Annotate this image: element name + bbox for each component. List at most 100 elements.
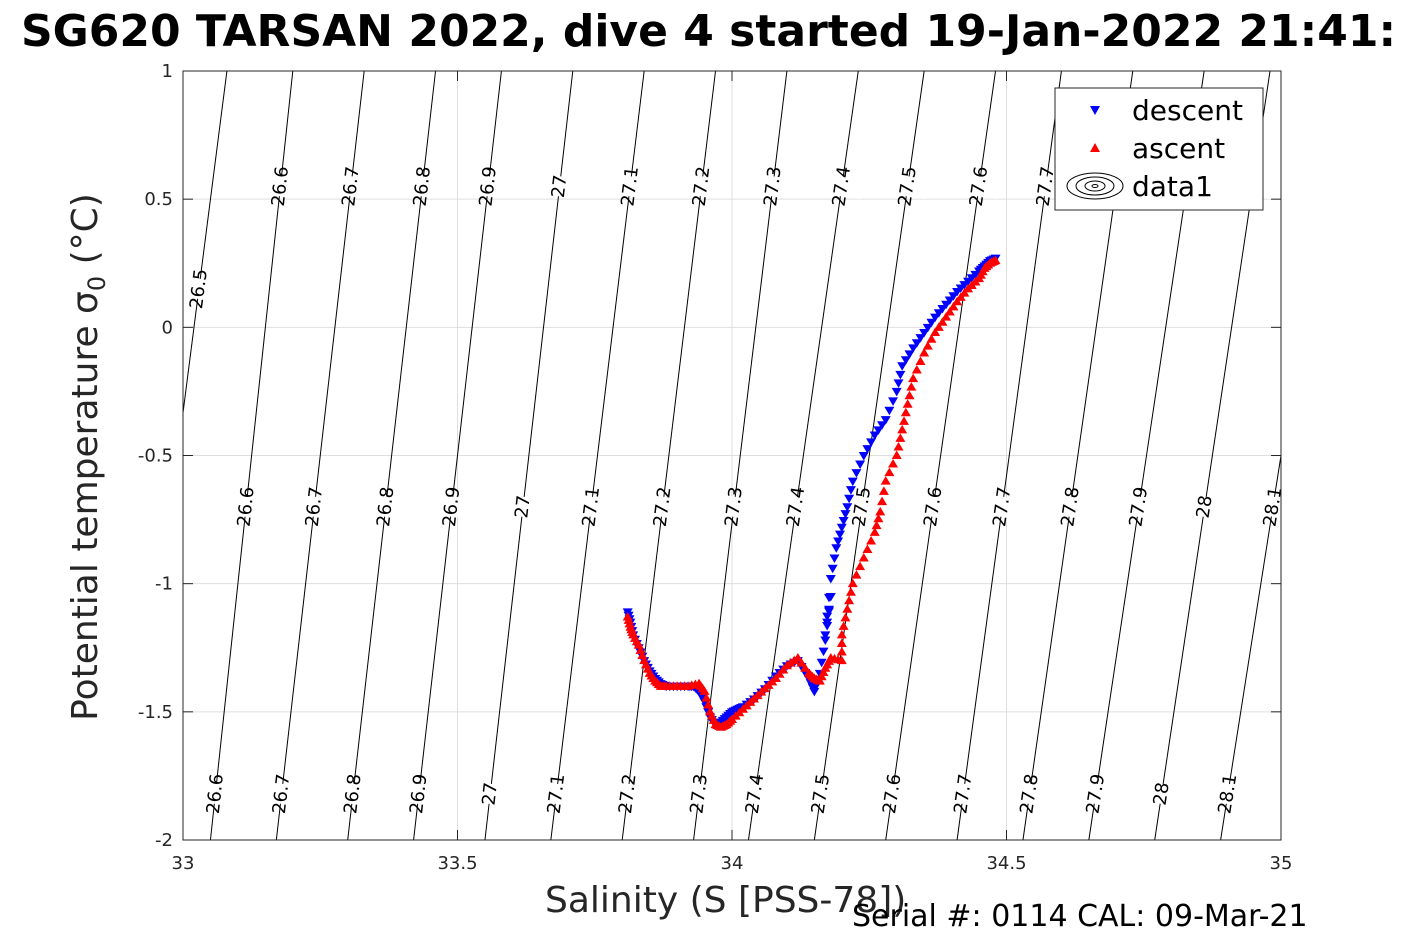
descent-point (822, 612, 833, 622)
ascent-point (701, 693, 712, 702)
legend-label: ascent (1132, 132, 1225, 165)
descent-point (919, 328, 930, 338)
contour-label-bg (183, 276, 221, 302)
descent-point (842, 503, 853, 512)
contour-label: 26.8 (373, 486, 398, 528)
y-axis-label-prefix: Potential temperature (64, 313, 106, 721)
ascent-point (778, 664, 789, 674)
legend-contour-icon (1084, 180, 1106, 192)
density-contour-line (347, 71, 437, 840)
ascent-point (818, 667, 829, 677)
ascent-point (836, 629, 847, 639)
ascent-point (895, 433, 906, 442)
ascent-point (911, 365, 922, 374)
ascent-point (944, 306, 955, 316)
contour-label-bg (538, 174, 581, 199)
descent-point (818, 647, 829, 657)
ascent-point (855, 561, 866, 571)
descent-point (809, 687, 820, 697)
contour-label-bg (467, 174, 510, 199)
descent-point (827, 564, 838, 574)
descent-point (834, 530, 845, 540)
ascent-point (933, 322, 944, 331)
x-tick-label: 33 (172, 853, 195, 874)
ascent-point (816, 671, 827, 681)
descent-point (900, 356, 911, 365)
ascent-point (774, 669, 785, 678)
ascent-point (862, 544, 873, 553)
contour-label: 28 (1150, 781, 1174, 807)
contour-label: 26.6 (268, 165, 293, 207)
y-axis-label: Potential temperature σ0 (°C) (65, 193, 111, 721)
contour-label: 27.3 (686, 773, 712, 815)
y-axis-label-suffix: (°C) (64, 193, 106, 276)
ascent-point (851, 570, 862, 579)
contour-label: 27 (511, 494, 534, 519)
ascent-point (902, 399, 913, 408)
contour-label-bg (329, 174, 372, 199)
contour-label-bg (799, 781, 843, 807)
contour-label: 27 (478, 781, 501, 806)
ascent-point (959, 288, 970, 297)
contour-label-bg (293, 494, 336, 519)
contour-label: 27.3 (760, 165, 786, 207)
descent-point (831, 544, 842, 553)
contour-label: 26.9 (439, 486, 464, 528)
contour-label-bg (981, 494, 1024, 520)
ascent-point (770, 673, 781, 683)
y-axis-label-subscript: 0 (83, 275, 112, 292)
ascent-point (866, 535, 877, 545)
ascent-point (955, 292, 966, 301)
descent-point (897, 362, 908, 371)
descent-point (845, 486, 856, 495)
descent-point (862, 445, 873, 454)
contour-label-bg (260, 781, 303, 807)
ascent-point (904, 390, 915, 400)
contour-label: 27.2 (689, 165, 715, 207)
contour-label-bg (733, 781, 777, 807)
descent-point (904, 350, 915, 359)
descent-point (926, 318, 937, 328)
descent-point (911, 339, 922, 348)
x-tick-label: 34.5 (986, 853, 1026, 874)
contour-label-bg (331, 781, 374, 807)
contour-label-bg (1049, 494, 1092, 520)
contour-label: 26.9 (476, 165, 501, 207)
contour-label: 26.5 (186, 268, 212, 310)
ascent-point (869, 527, 880, 536)
descent-point (866, 438, 877, 447)
ascent-point (838, 621, 849, 630)
ascent-point (900, 407, 911, 417)
ascent-point (800, 663, 811, 672)
legend-contour-icon (1091, 184, 1099, 188)
descent-point (816, 658, 827, 668)
contour-label: 26.9 (406, 773, 431, 815)
x-tick-label: 34 (721, 853, 744, 874)
descent-point (847, 477, 858, 487)
ascent-point (703, 699, 714, 709)
density-contour-line (747, 71, 859, 840)
ascent-point (858, 553, 869, 562)
ascent-point (899, 416, 910, 425)
descent-point (838, 516, 849, 526)
descent-point (915, 334, 926, 343)
ascent-point (937, 317, 948, 326)
contour-label: 28 (1193, 494, 1217, 520)
descent-point (891, 387, 902, 397)
descent-point (908, 344, 919, 353)
ascent-point (878, 486, 889, 495)
legend-descent-marker (1090, 106, 1100, 115)
ascent-point (877, 496, 888, 506)
ascent-point (926, 334, 937, 343)
descent-point (825, 575, 836, 584)
contour-label-bg (871, 781, 914, 807)
descent-point (844, 494, 855, 504)
ascent-point (990, 255, 1001, 265)
descent-point (884, 406, 895, 416)
density-contour-line (813, 71, 925, 840)
contour-label-bg (535, 781, 578, 807)
contour-label-bg (225, 494, 268, 519)
legend-label: data1 (1132, 170, 1213, 203)
ascent-point (948, 301, 959, 311)
y-tick-label: -1.5 (138, 702, 173, 723)
